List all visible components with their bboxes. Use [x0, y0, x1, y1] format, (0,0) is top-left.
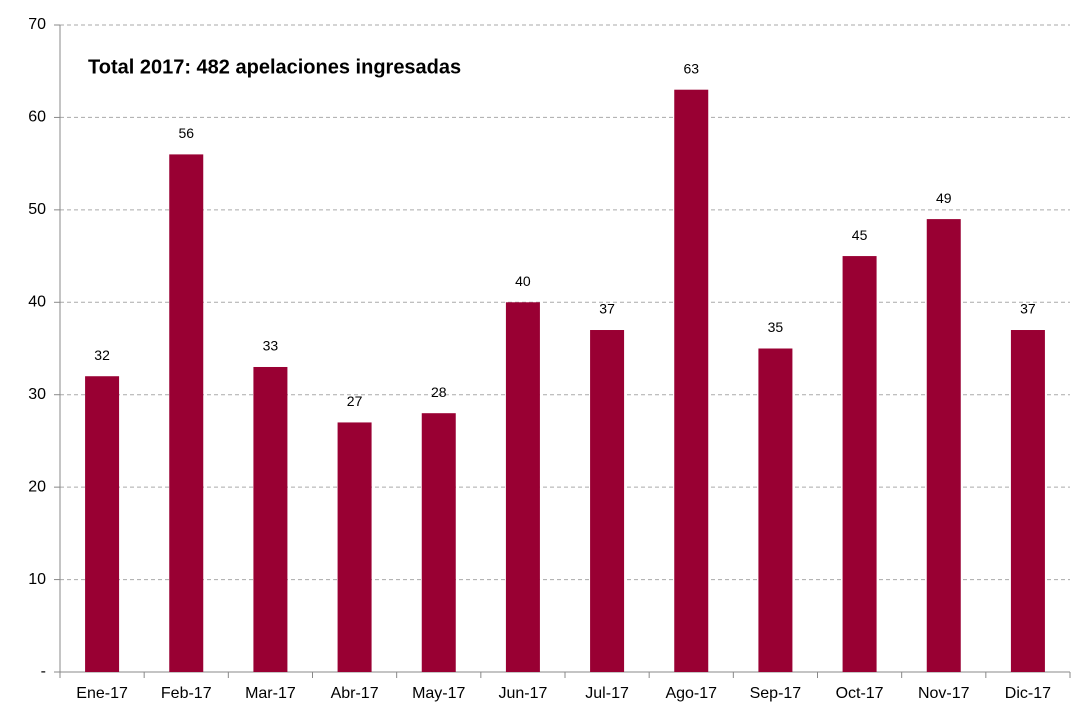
y-tick-label: 50	[28, 201, 46, 218]
y-tick-label: 70	[28, 16, 46, 33]
x-tick-label: Abr-17	[331, 685, 379, 702]
value-label: 37	[1020, 301, 1036, 317]
bar	[674, 89, 709, 672]
bar	[85, 376, 120, 672]
bar	[842, 256, 877, 672]
x-tick-label: Jun-17	[498, 685, 547, 702]
value-label: 32	[94, 347, 110, 363]
bar	[337, 422, 372, 672]
value-label: 27	[347, 393, 363, 409]
value-label: 33	[263, 338, 279, 354]
bar	[758, 348, 793, 672]
value-label: 63	[683, 60, 699, 76]
x-tick-label: Nov-17	[918, 685, 970, 702]
x-tick-label: May-17	[412, 685, 465, 702]
bar	[590, 330, 625, 672]
x-tick-label: Jul-17	[585, 685, 629, 702]
bar	[926, 219, 961, 672]
y-tick-label: 60	[28, 109, 46, 126]
bar	[505, 302, 540, 672]
y-tick-label: -	[41, 663, 46, 680]
value-label: 40	[515, 273, 531, 289]
x-tick-label: Feb-17	[161, 685, 212, 702]
y-tick-label: 20	[28, 478, 46, 495]
bar	[1010, 330, 1045, 672]
y-tick-label: 30	[28, 386, 46, 403]
value-label: 28	[431, 384, 447, 400]
x-tick-label: Ene-17	[76, 685, 128, 702]
x-tick-label: Ago-17	[665, 685, 717, 702]
value-label: 37	[599, 301, 615, 317]
value-label: 45	[852, 227, 868, 243]
x-tick-label: Dic-17	[1005, 685, 1051, 702]
y-tick-label: 40	[28, 294, 46, 311]
value-label: 49	[936, 190, 952, 206]
value-label: 56	[178, 125, 194, 141]
x-tick-label: Mar-17	[245, 685, 296, 702]
annotation: Total 2017: 482 apelaciones ingresadas	[88, 56, 461, 78]
bar	[253, 366, 288, 672]
x-tick-label: Sep-17	[750, 685, 802, 702]
x-tick-label: Oct-17	[836, 685, 884, 702]
y-tick-label: 10	[28, 571, 46, 588]
bar	[169, 154, 204, 672]
value-label: 35	[768, 319, 784, 335]
bar	[421, 413, 456, 672]
